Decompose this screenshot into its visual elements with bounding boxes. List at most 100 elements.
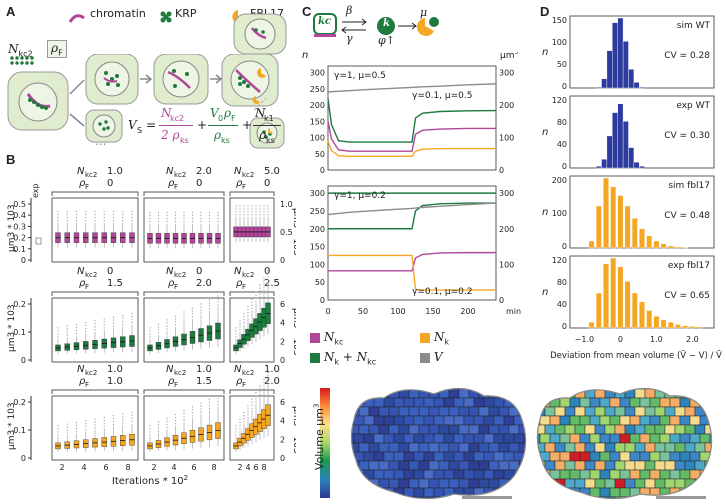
cell [669, 451, 681, 462]
cell [353, 415, 365, 426]
y-tick-right: 0 [280, 454, 285, 463]
cell [388, 460, 400, 471]
header-bracket [229, 291, 275, 296]
y-tick-right: 2 [280, 435, 285, 444]
cell [634, 388, 646, 399]
cell [498, 406, 510, 417]
boxplot-outlier [235, 428, 237, 430]
volume-equation: V S = N kc2 2 ρ ks + V 0 ρ F ρ ks + N k1… [128, 104, 290, 148]
boxplot-outlier [57, 431, 59, 433]
exp-box [35, 237, 42, 245]
boxplot-outlier [131, 216, 133, 219]
ellipsis: ... [95, 134, 107, 148]
y-tick-left: 200 [310, 101, 325, 110]
cell [649, 415, 661, 426]
boxplot-outlier [217, 217, 219, 220]
cell [478, 478, 490, 489]
boxplot-outlier [174, 318, 177, 320]
boxplot-outlier [200, 408, 202, 410]
boxplot-outlier [183, 311, 185, 313]
boxplot-outlier [267, 378, 269, 380]
cell [503, 451, 515, 462]
boxplot-outlier [259, 394, 261, 396]
cell [619, 451, 631, 462]
boxplot-outlier [239, 418, 241, 420]
cell [498, 460, 510, 471]
plot-frame [327, 185, 497, 301]
boxplot-outlier [94, 427, 96, 429]
cell [604, 424, 616, 435]
boxplot-outlier [247, 408, 249, 410]
boxplot-outlier [131, 213, 133, 216]
boxplot-outlier [131, 321, 133, 324]
cell-3 [153, 54, 209, 105]
cell [604, 406, 616, 417]
boxplot-outlier [157, 332, 160, 334]
boxplot-outlier [94, 418, 96, 420]
boxplot-outlier [94, 326, 96, 328]
cell [428, 424, 440, 435]
cell [468, 460, 480, 471]
boxplot-outlier [174, 315, 177, 317]
cell [584, 442, 596, 453]
header-bracket [229, 389, 275, 394]
cell [609, 451, 621, 462]
y-axis-label: n [542, 127, 548, 138]
cell [634, 460, 646, 471]
boxplot-outlier [243, 315, 245, 318]
cell [453, 397, 465, 408]
boxplot-outlier [208, 305, 211, 307]
cell [649, 451, 661, 462]
hist-cv: CV = 0.48 [664, 211, 710, 221]
cell [438, 406, 450, 417]
cell [539, 415, 551, 426]
header-rho-sub: F [242, 283, 246, 291]
cell [418, 424, 430, 435]
cell [679, 397, 691, 408]
boxplot-outlier [255, 291, 257, 293]
header-rho-value: 2.0 [196, 278, 212, 289]
boxplot-outlier [85, 330, 87, 333]
boxplot-outlier [75, 424, 78, 427]
header-rho: ρ [168, 178, 175, 189]
header-rho-value: 0 [264, 178, 270, 189]
boxplot-outlier [166, 417, 168, 420]
boxplot-outlier [200, 214, 202, 217]
boxplot-outlier [103, 422, 105, 425]
boxplot-outlier [191, 406, 194, 408]
header-n: N [166, 266, 174, 277]
boxplot-outlier [149, 333, 151, 335]
cell [664, 460, 676, 471]
boxplot-outlier [66, 334, 68, 336]
cell [463, 433, 475, 444]
cell [498, 442, 510, 453]
cell [493, 469, 505, 480]
hist-bar [628, 69, 635, 89]
cell [478, 424, 490, 435]
cell [619, 433, 631, 444]
boxplot-outlier [85, 426, 87, 428]
cell [483, 415, 495, 426]
cell [589, 397, 601, 408]
cell [599, 451, 611, 462]
boxplot-outlier [157, 323, 160, 325]
cell [488, 478, 500, 489]
header-n-sub: kc2 [85, 171, 97, 179]
volume-colorbar: Volume μm3 [300, 386, 340, 504]
boxplot-outlier [251, 301, 253, 304]
boxplot-outlier [243, 208, 245, 210]
boxplot-outlier [103, 419, 105, 422]
cell [639, 451, 651, 462]
cell [629, 397, 641, 408]
boxplot-outlier [183, 413, 185, 415]
header-rho-sub: F [242, 381, 246, 389]
boxplot-outlier [247, 214, 249, 216]
cell [629, 415, 641, 426]
x-tick: 4 [171, 463, 176, 472]
cell [614, 478, 626, 489]
arrow-icon [69, 113, 85, 127]
boxplot-outlier [263, 384, 265, 387]
boxplot-outlier [149, 220, 151, 223]
cell [393, 433, 405, 444]
